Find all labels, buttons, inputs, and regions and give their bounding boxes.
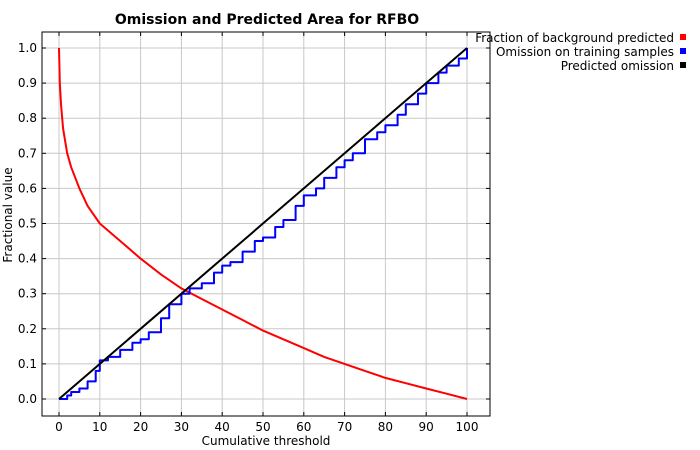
legend-background-predicted-swatch bbox=[680, 34, 686, 40]
y-tick-label: 0.2 bbox=[18, 322, 37, 336]
y-tick-label: 0.9 bbox=[18, 76, 37, 90]
y-tick-label: 0.4 bbox=[18, 252, 37, 266]
y-axis-label: Fractional value bbox=[1, 167, 15, 262]
x-tick-label: 60 bbox=[296, 420, 311, 434]
chart-title: Omission and Predicted Area for RFBO bbox=[115, 12, 419, 28]
x-tick-label: 70 bbox=[337, 420, 352, 434]
legend: Fraction of background predictedOmission… bbox=[475, 31, 686, 73]
y-tick-label: 1.0 bbox=[18, 41, 37, 55]
series-lines bbox=[58, 47, 468, 400]
x-tick-label: 10 bbox=[92, 420, 107, 434]
y-tick-label: 0.1 bbox=[18, 357, 37, 371]
x-tick-label: 20 bbox=[133, 420, 148, 434]
legend-predicted-omission-swatch bbox=[680, 62, 686, 68]
x-tick-label: 90 bbox=[419, 420, 434, 434]
y-tick-label: 0.7 bbox=[18, 146, 37, 160]
y-tick-label: 0.6 bbox=[18, 181, 37, 195]
y-tick-label: 0.3 bbox=[18, 287, 37, 301]
series-predicted-omission bbox=[58, 47, 468, 400]
ticks bbox=[42, 32, 490, 416]
x-tick-label: 30 bbox=[174, 420, 189, 434]
y-tick-label: 0.5 bbox=[18, 217, 37, 231]
legend-predicted-omission-label: Predicted omission bbox=[561, 59, 674, 73]
tick-labels: 0 10 20 30 40 50 60 70 80 90 100 0.0 0.1 0.2 0.3 0.4 0.5… bbox=[18, 41, 479, 434]
legend-background-predicted-label: Fraction of background predicted bbox=[475, 31, 674, 45]
x-tick-label: 50 bbox=[255, 420, 270, 434]
y-tick-label: 0.0 bbox=[18, 392, 37, 406]
x-tick-label: 40 bbox=[215, 420, 230, 434]
y-tick-label: 0.8 bbox=[18, 111, 37, 125]
x-tick-label: 80 bbox=[378, 420, 393, 434]
grid bbox=[42, 32, 490, 416]
legend-training-omission-swatch bbox=[680, 48, 686, 54]
legend-training-omission-label: Omission on training samples bbox=[496, 45, 674, 59]
x-tick-label: 100 bbox=[456, 420, 479, 434]
series-background-predicted bbox=[58, 47, 468, 400]
x-axis-label: Cumulative threshold bbox=[202, 434, 331, 448]
x-tick-label: 0 bbox=[55, 420, 63, 434]
series-training-omission bbox=[59, 48, 468, 400]
